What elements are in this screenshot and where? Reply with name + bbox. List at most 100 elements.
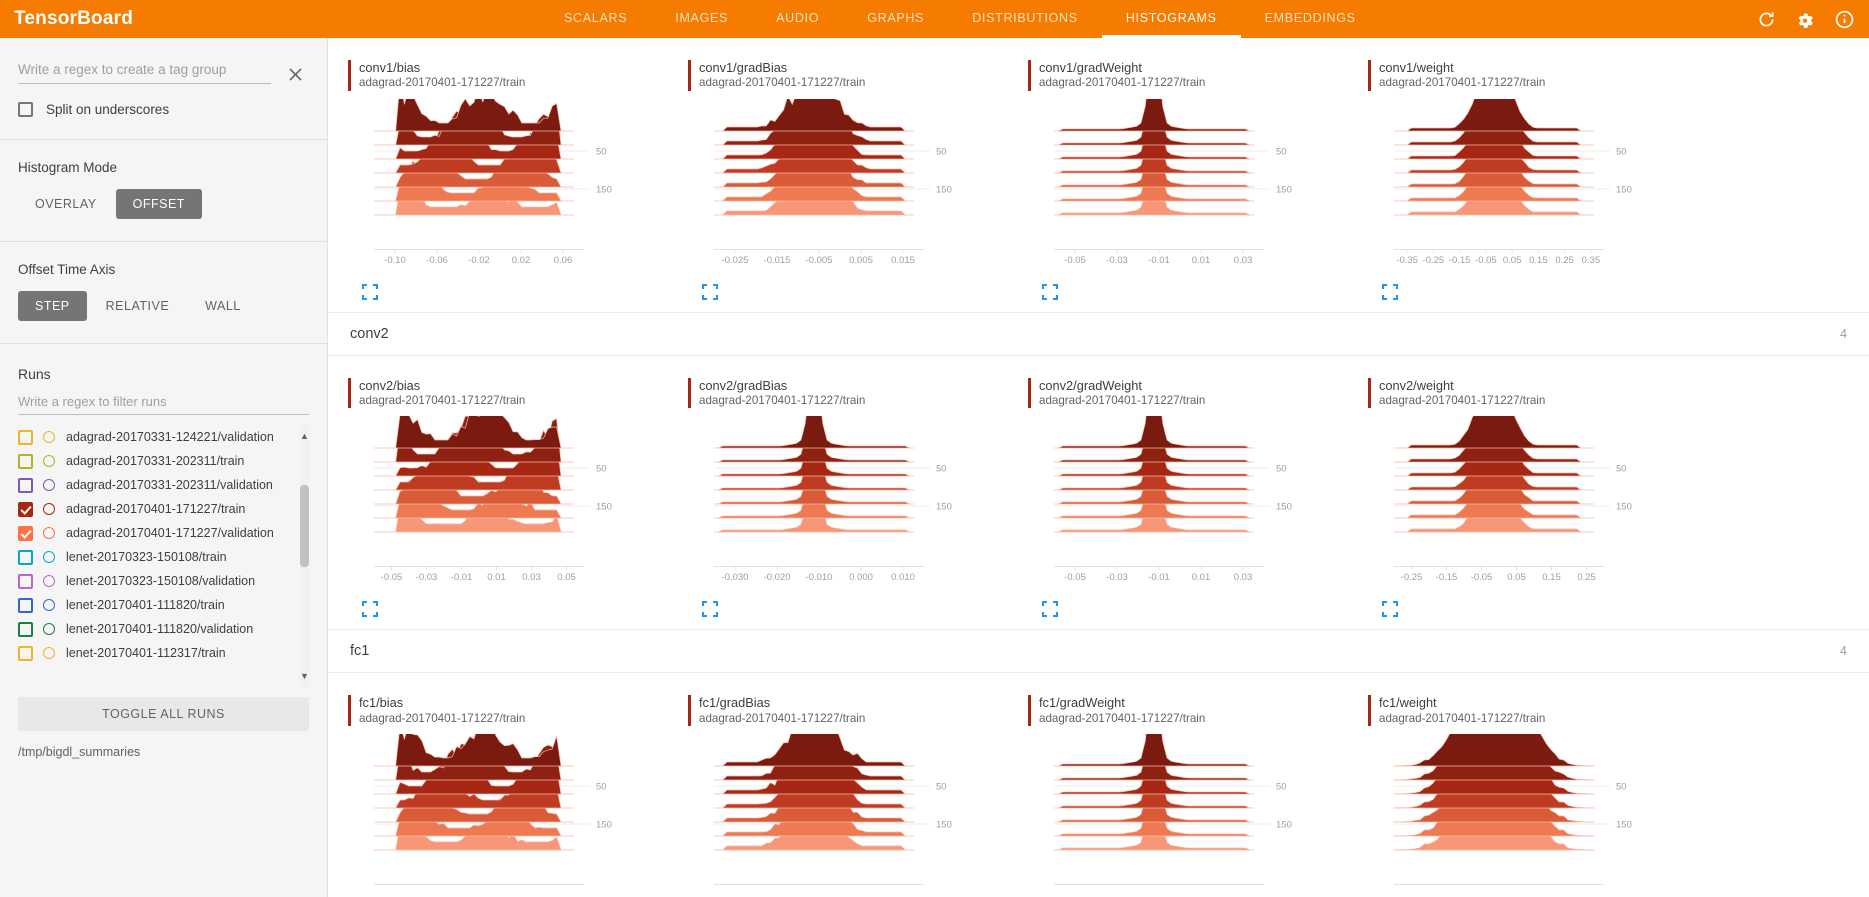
histogram-plot[interactable]: 50 150 <box>1026 416 1348 566</box>
x-axis-tick: 0.15 <box>1529 255 1548 266</box>
group-header-conv2[interactable]: conv2 4 <box>328 311 1869 356</box>
gear-icon[interactable] <box>1795 9 1816 30</box>
tab-distributions[interactable]: DISTRIBUTIONS <box>972 10 1078 25</box>
expand-icon[interactable] <box>1382 601 1398 618</box>
run-item[interactable]: adagrad-20170401-171227/train <box>18 497 293 521</box>
app-brand: TensorBoard <box>14 8 134 29</box>
run-item[interactable]: lenet-20170401-111820/train <box>18 593 293 617</box>
tab-graphs[interactable]: GRAPHS <box>867 10 925 25</box>
scroll-down-icon[interactable]: ▼ <box>300 671 309 681</box>
plot-area[interactable]: 50 150 <box>346 98 668 249</box>
run-color-dot[interactable] <box>43 431 55 443</box>
scroll-up-icon[interactable]: ▲ <box>300 431 309 441</box>
expand-icon[interactable] <box>1042 601 1058 618</box>
x-axis: -0.030 -0.020 -0.010 0.000 0.010 <box>714 566 924 583</box>
plot-area[interactable]: 50 150 <box>1366 734 1688 884</box>
run-item[interactable]: adagrad-20170331-202311/validation <box>18 473 293 497</box>
plot-area[interactable]: 50 150 <box>346 734 668 884</box>
run-color-dot[interactable] <box>43 479 55 491</box>
run-item[interactable]: lenet-20170401-111820/validation <box>18 617 293 641</box>
tab-images[interactable]: IMAGES <box>675 10 729 25</box>
plot-area[interactable]: 50 150 <box>1366 98 1688 249</box>
histogram-plot[interactable]: 50 150 <box>1026 734 1348 884</box>
tab-scalars[interactable]: SCALARS <box>564 10 628 25</box>
tab-histograms[interactable]: HISTOGRAMS <box>1101 0 1241 38</box>
card-title: fc1/gradWeight <box>1039 695 1125 711</box>
histogram-plot[interactable]: 50 150 <box>1366 416 1688 566</box>
run-color-dot[interactable] <box>43 623 55 635</box>
histogram-plot[interactable]: 50 150 <box>346 416 668 566</box>
tag-group-input[interactable] <box>18 62 271 84</box>
histogram-plot[interactable]: 50 150 <box>1026 98 1348 249</box>
run-checkbox[interactable] <box>18 501 33 517</box>
time-axis-step[interactable]: STEP <box>18 291 87 321</box>
plot-area[interactable]: 50 150 <box>1366 416 1688 566</box>
plot-area[interactable]: 50 150 <box>1026 98 1348 249</box>
toggle-all-runs-button[interactable]: TOGGLE ALL RUNS <box>18 697 309 731</box>
run-item[interactable]: lenet-20170401-112317/train <box>18 641 293 665</box>
run-checkbox[interactable] <box>18 645 33 661</box>
histogram-mode-overlay[interactable]: OVERLAY <box>35 197 97 211</box>
run-checkbox[interactable] <box>18 525 33 541</box>
plot-area[interactable]: 50 150 <box>686 416 1008 566</box>
run-color-dot[interactable] <box>43 647 55 659</box>
run-checkbox[interactable] <box>18 429 33 445</box>
histogram-plot[interactable]: 50 150 <box>346 98 668 249</box>
card-header: conv2/weight adagrad-20170401-171227/trai… <box>1366 377 1688 409</box>
run-checkbox[interactable] <box>18 549 33 565</box>
close-icon[interactable] <box>281 60 309 88</box>
runs-filter-input[interactable] <box>18 394 309 415</box>
x-axis-tick: -0.05 <box>381 572 403 583</box>
run-color-dot[interactable] <box>43 551 55 563</box>
run-checkbox[interactable] <box>18 621 33 637</box>
histogram-plot[interactable]: 50 150 <box>686 734 1008 884</box>
histogram-plot[interactable]: 50 150 <box>346 734 668 884</box>
expand-icon[interactable] <box>362 601 378 618</box>
card-grid: fc1/bias adagrad-20170401-171227/train 50 1… <box>328 673 1869 897</box>
histogram-plot[interactable]: 50 150 <box>686 416 1008 566</box>
y-axis-tick: 50 <box>936 782 947 793</box>
tab-embeddings[interactable]: EMBEDDINGS <box>1264 10 1356 25</box>
run-item[interactable]: adagrad-20170331-124221/validation <box>18 425 293 449</box>
runs-scrollbar[interactable]: ▲ ▼ <box>300 425 309 687</box>
card-subtitle: adagrad-20170401-171227/train <box>699 76 866 90</box>
histogram-plot[interactable]: 50 150 <box>1366 734 1688 884</box>
x-axis-tick: -0.01 <box>1148 255 1170 266</box>
run-item[interactable]: lenet-20170323-150108/train <box>18 545 293 569</box>
run-item[interactable]: adagrad-20170401-171227/validation <box>18 521 293 545</box>
histogram-plot[interactable]: 50 150 <box>686 98 1008 249</box>
group-header-fc1[interactable]: fc1 4 <box>328 629 1869 674</box>
run-checkbox[interactable] <box>18 453 33 469</box>
run-color-dot[interactable] <box>43 455 55 467</box>
run-color-dot[interactable] <box>43 575 55 587</box>
expand-icon[interactable] <box>702 283 718 300</box>
time-axis-relative[interactable]: RELATIVE <box>105 299 170 313</box>
card-subtitle: adagrad-20170401-171227/train <box>1039 711 1206 725</box>
time-axis-wall[interactable]: WALL <box>205 299 241 313</box>
scrollbar-thumb[interactable] <box>300 485 309 567</box>
plot-area[interactable]: 50 150 <box>686 98 1008 249</box>
expand-icon[interactable] <box>702 601 718 618</box>
expand-icon[interactable] <box>1042 283 1058 300</box>
plot-area[interactable]: 50 150 <box>686 734 1008 884</box>
run-checkbox[interactable] <box>18 477 33 493</box>
plot-area[interactable]: 50 150 <box>346 416 668 566</box>
expand-icon[interactable] <box>362 283 378 300</box>
run-item[interactable]: adagrad-20170331-202311/train <box>18 449 293 473</box>
plot-area[interactable]: 50 150 <box>1026 416 1348 566</box>
run-checkbox[interactable] <box>18 597 33 613</box>
tab-audio[interactable]: AUDIO <box>776 10 820 25</box>
run-item[interactable]: lenet-20170323-150108/validation <box>18 569 293 593</box>
refresh-icon[interactable] <box>1756 9 1777 30</box>
split-on-underscores-checkbox[interactable]: Split on underscores <box>0 84 327 117</box>
run-color-dot[interactable] <box>43 503 55 515</box>
plot-area[interactable]: 50 150 <box>1026 734 1348 884</box>
run-color-dot[interactable] <box>43 599 55 611</box>
y-axis-tick: 150 <box>596 502 612 513</box>
expand-icon[interactable] <box>1382 283 1398 300</box>
histogram-plot[interactable]: 50 150 <box>1366 98 1688 249</box>
run-checkbox[interactable] <box>18 573 33 589</box>
info-icon[interactable] <box>1834 9 1855 30</box>
histogram-mode-offset[interactable]: OFFSET <box>115 189 202 219</box>
run-color-dot[interactable] <box>43 527 55 539</box>
